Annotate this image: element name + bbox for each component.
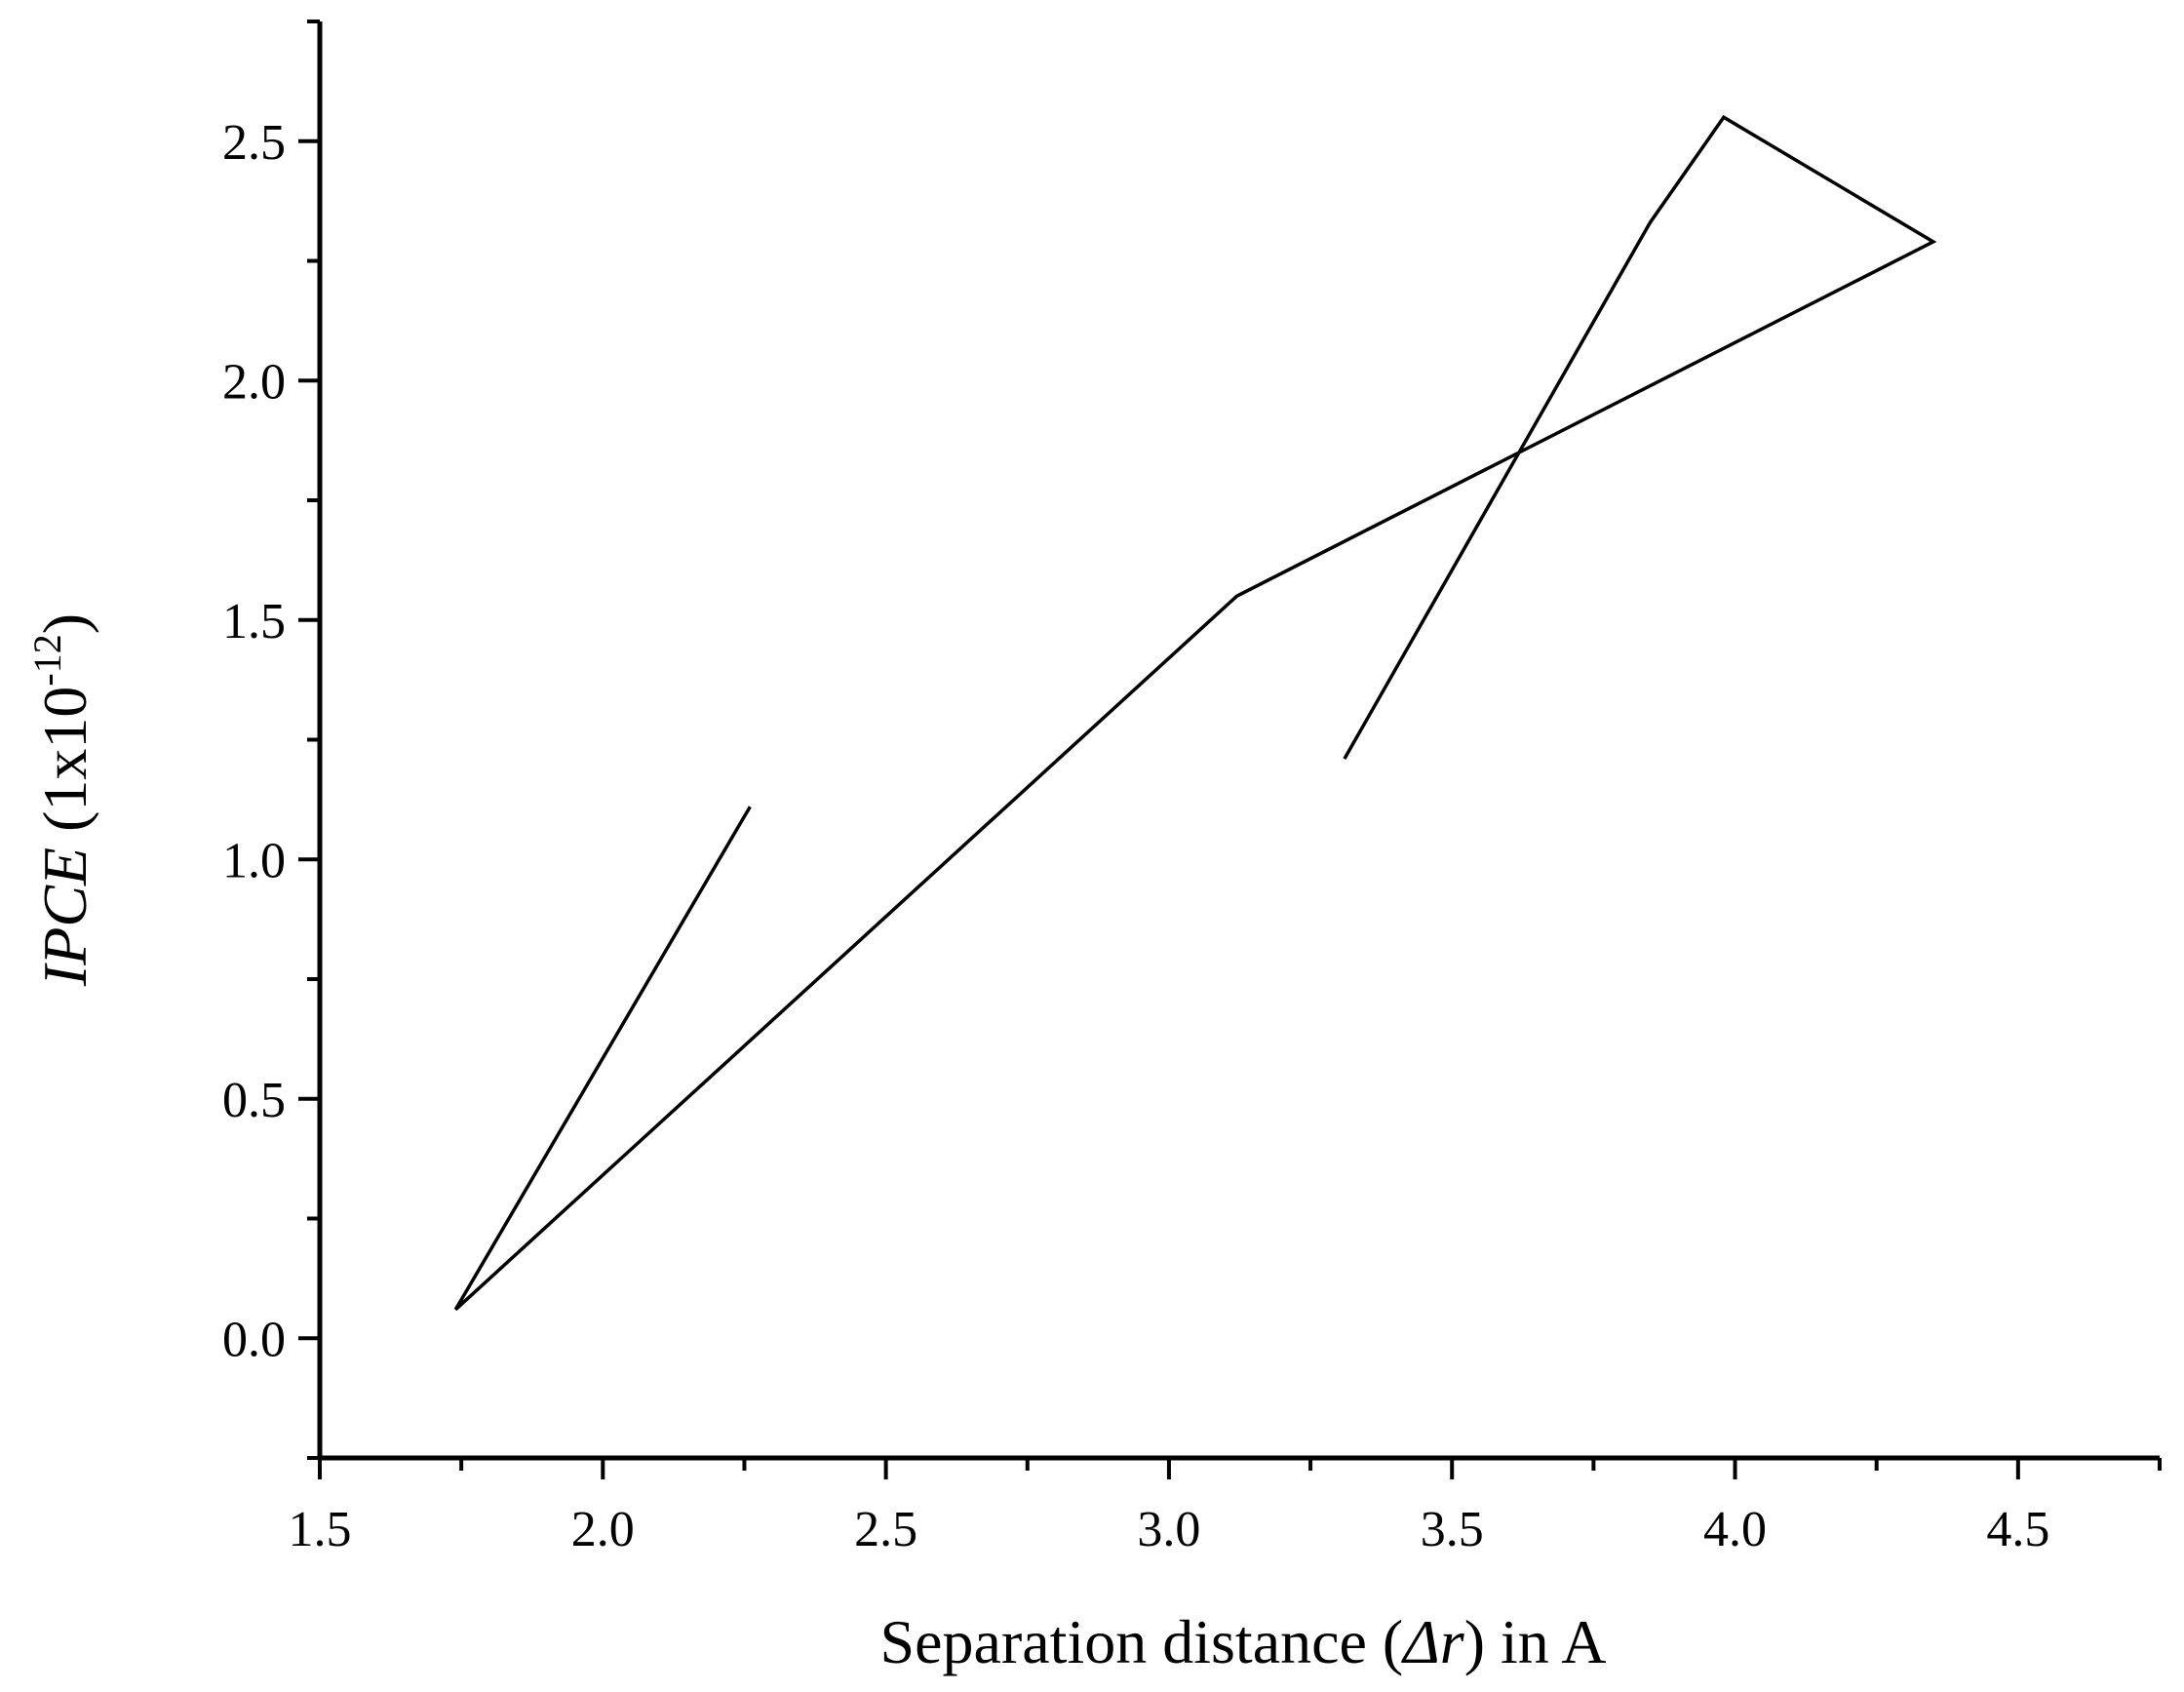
x-tick-label: 1.5: [289, 1502, 352, 1557]
y-axis-ticks: 0.0 0.5 1.0 1.5 2.0 2.5: [222, 20, 320, 1460]
y-tick-label: 0.5: [222, 1073, 286, 1128]
x-tick-label: 3.5: [1421, 1502, 1484, 1557]
y-tick-label: 2.0: [222, 354, 286, 410]
x-tick-label: 2.0: [571, 1502, 635, 1557]
x-tick-label: 2.5: [854, 1502, 917, 1557]
axes: [317, 21, 2160, 1461]
x-axis-ticks: 1.5 2.0 2.5 3.0 3.5 4.0 4.5: [289, 1458, 2162, 1557]
series-line: [453, 114, 1937, 1312]
x-tick-label: 4.0: [1703, 1502, 1767, 1557]
y-tick-label: 0.0: [222, 1312, 286, 1367]
x-axis-title: Separation distance (Δr) in A: [880, 1607, 1607, 1676]
series-layer: [453, 114, 1937, 1312]
y-tick-label: 1.5: [222, 594, 286, 649]
x-tick-label: 3.0: [1137, 1502, 1200, 1557]
x-tick-label: 4.5: [1986, 1502, 2049, 1557]
y-tick-label: 1.0: [222, 833, 286, 888]
y-axis-title: IPCE (1x10-12): [25, 613, 99, 987]
y-tick-label: 2.5: [222, 115, 286, 171]
